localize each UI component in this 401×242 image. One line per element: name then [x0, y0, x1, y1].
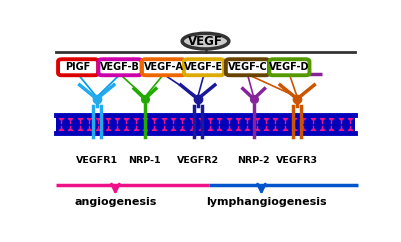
FancyBboxPatch shape: [184, 59, 224, 75]
Text: VEGFR2: VEGFR2: [177, 156, 219, 165]
Text: VEGFR3: VEGFR3: [276, 156, 318, 165]
Text: NRP-2: NRP-2: [237, 156, 270, 165]
Text: VEGF: VEGF: [188, 35, 223, 48]
Text: VEGFR1: VEGFR1: [76, 156, 118, 165]
Text: VEGF-A: VEGF-A: [144, 62, 184, 72]
Ellipse shape: [182, 33, 229, 49]
Text: VEGF-B: VEGF-B: [100, 62, 140, 72]
Text: NRP-1: NRP-1: [129, 156, 161, 165]
FancyBboxPatch shape: [99, 59, 142, 75]
Text: lymphangiogenesis: lymphangiogenesis: [206, 197, 326, 207]
Text: VEGF-E: VEGF-E: [184, 62, 223, 72]
Bar: [56, 115, 355, 133]
FancyBboxPatch shape: [142, 59, 185, 75]
FancyBboxPatch shape: [269, 59, 310, 75]
Text: VEGF-C: VEGF-C: [228, 62, 267, 72]
FancyBboxPatch shape: [58, 59, 98, 75]
FancyBboxPatch shape: [226, 59, 269, 75]
Text: VEGF-D: VEGF-D: [269, 62, 310, 72]
Text: PIGF: PIGF: [65, 62, 91, 72]
Text: angiogenesis: angiogenesis: [74, 197, 156, 207]
